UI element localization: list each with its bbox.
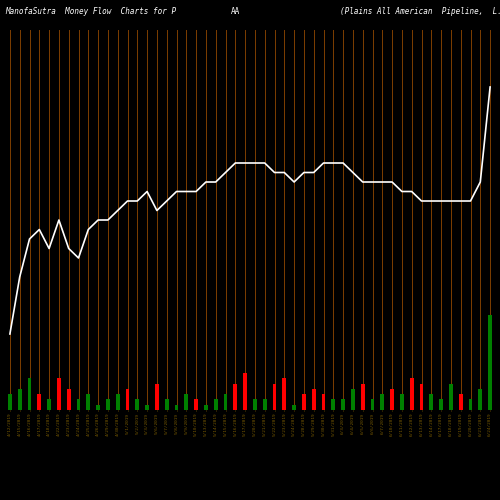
Bar bbox=[234, 384, 237, 410]
Bar bbox=[332, 400, 335, 410]
Bar bbox=[468, 400, 472, 410]
Bar bbox=[28, 378, 32, 410]
Bar bbox=[224, 394, 228, 410]
Bar bbox=[155, 384, 159, 410]
Bar bbox=[214, 400, 218, 410]
Bar bbox=[47, 400, 51, 410]
Bar bbox=[322, 394, 326, 410]
Bar bbox=[116, 394, 119, 410]
Bar bbox=[126, 389, 130, 410]
Bar bbox=[312, 389, 316, 410]
Bar bbox=[478, 389, 482, 410]
Bar bbox=[430, 394, 433, 410]
Bar bbox=[302, 394, 306, 410]
Bar bbox=[341, 400, 345, 410]
Bar bbox=[184, 394, 188, 410]
Bar bbox=[174, 404, 178, 410]
Bar bbox=[18, 389, 22, 410]
Bar bbox=[136, 400, 139, 410]
Bar bbox=[76, 400, 80, 410]
Bar bbox=[67, 389, 70, 410]
Bar bbox=[282, 378, 286, 410]
Bar bbox=[106, 400, 110, 410]
Bar bbox=[194, 400, 198, 410]
Bar bbox=[459, 394, 462, 410]
Bar bbox=[449, 384, 453, 410]
Bar bbox=[370, 400, 374, 410]
Bar bbox=[410, 378, 414, 410]
Bar bbox=[165, 400, 168, 410]
Bar bbox=[390, 389, 394, 410]
Bar bbox=[361, 384, 364, 410]
Text: ManofaSutra  Money Flow  Charts for P: ManofaSutra Money Flow Charts for P bbox=[5, 8, 176, 16]
Bar bbox=[292, 404, 296, 410]
Bar bbox=[439, 400, 443, 410]
Bar bbox=[253, 400, 257, 410]
Bar bbox=[145, 404, 149, 410]
Bar bbox=[351, 389, 355, 410]
Bar bbox=[8, 394, 12, 410]
Bar bbox=[272, 384, 276, 410]
Bar bbox=[400, 394, 404, 410]
Bar bbox=[86, 394, 90, 410]
Bar bbox=[96, 404, 100, 410]
Text: (Plains All American  Pipeline,  L.P.) Mu: (Plains All American Pipeline, L.P.) Mu bbox=[340, 8, 500, 16]
Text: AA: AA bbox=[230, 8, 239, 16]
Bar bbox=[243, 373, 247, 410]
Bar bbox=[57, 378, 61, 410]
Bar bbox=[38, 394, 41, 410]
Bar bbox=[380, 394, 384, 410]
Bar bbox=[263, 400, 266, 410]
Bar bbox=[204, 404, 208, 410]
Bar bbox=[420, 384, 424, 410]
Bar bbox=[488, 315, 492, 410]
